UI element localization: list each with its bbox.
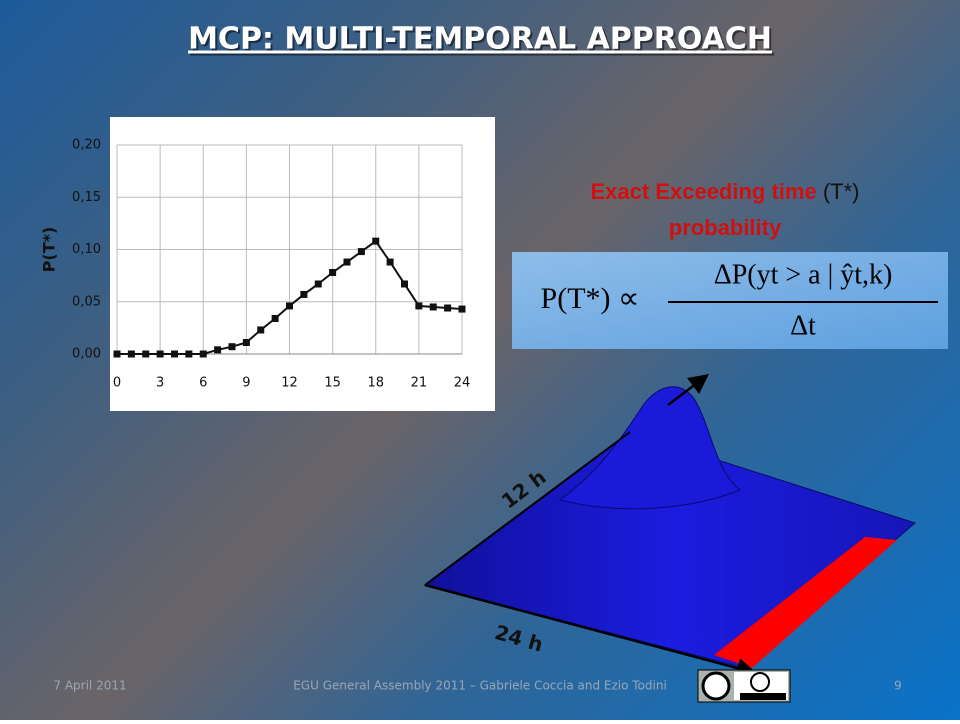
formula-denominator: Δt (790, 310, 816, 341)
x-tick-label: 12 (281, 376, 298, 391)
data-point (113, 350, 121, 358)
y-tick-label: 0,05 (72, 294, 101, 309)
data-point (444, 304, 452, 312)
x-tick-label: 18 (367, 376, 384, 391)
x-tick-label: 24 (454, 376, 471, 391)
formula-box (512, 252, 948, 349)
heading-part: (T*) (823, 179, 860, 204)
formula-lhs: P(T*) ∝ (541, 282, 640, 315)
data-point (271, 314, 279, 322)
heading: Exact Exceeding time (T*) (591, 179, 860, 204)
surface-peak (558, 386, 741, 510)
data-point (314, 280, 322, 288)
x-tick-label: 0 (113, 376, 121, 391)
footer-date: 7 April 2011 (53, 679, 126, 693)
data-point (415, 302, 423, 310)
y-axis-label: P(T*) (40, 227, 59, 273)
data-point (127, 350, 135, 358)
data-point (357, 248, 365, 256)
data-point (386, 258, 394, 266)
data-point (343, 258, 351, 266)
surface-label: 24 h (492, 620, 546, 657)
footer-event: EGU General Assembly 2011 – Gabriele Coc… (293, 679, 667, 693)
data-point (458, 305, 466, 313)
heading-part: Exact Exceeding time (591, 179, 817, 204)
y-tick-label: 0,00 (72, 347, 101, 362)
slide-title: MCP: MULTI-TEMPORAL APPROACH (188, 22, 772, 57)
axis-line (424, 431, 631, 586)
x-tick-label: 15 (324, 376, 341, 391)
arrow (667, 373, 709, 406)
data-point (142, 350, 150, 358)
surface-strip (714, 537, 897, 668)
y-tick-label: 0,10 (72, 242, 101, 257)
heading-part: probability (669, 215, 782, 240)
formula-numerator: ΔP(yt > a | ŷt,k) (714, 259, 893, 290)
y-tick-label: 0,20 (72, 138, 101, 153)
title-shadow: MCP: MULTI-TEMPORAL APPROACH (190, 24, 774, 59)
data-point (156, 350, 164, 358)
data-point (429, 303, 437, 311)
x-tick-label: 9 (242, 376, 250, 391)
data-point (185, 350, 193, 358)
data-point (329, 268, 337, 276)
chart: 0,00 0,05 0,10 0,15 0,20 0 3 6 9 12 15 18 21 24 P(T*) (40, 138, 471, 391)
x-tick-label: 6 (199, 376, 207, 391)
chart-panel (110, 117, 495, 411)
data-point (242, 339, 250, 347)
cc-badge (697, 669, 791, 703)
data-point (300, 290, 308, 298)
x-tick-label: 21 (411, 376, 428, 391)
data-point (372, 237, 380, 245)
data-point (228, 343, 236, 351)
data-point (214, 346, 222, 354)
y-tick-label: 0,15 (72, 190, 101, 205)
data-point (401, 280, 408, 288)
data-point (257, 326, 265, 334)
data-point (171, 350, 178, 358)
arrow (424, 583, 757, 678)
x-tick-label: 3 (156, 376, 164, 391)
surface-plot: 12 h 24 h (423, 373, 917, 678)
footer-page: 9 (894, 679, 902, 693)
data-point (286, 302, 293, 310)
data-point (199, 350, 207, 358)
